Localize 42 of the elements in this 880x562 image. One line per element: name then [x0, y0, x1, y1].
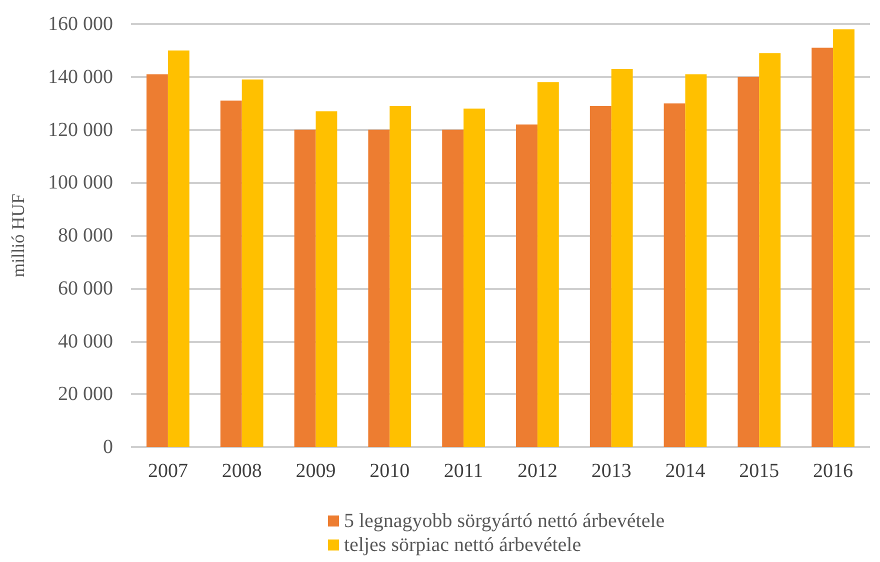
- y-tick-label: 80 000: [58, 224, 113, 246]
- y-tick-label: 0: [103, 436, 113, 458]
- bar: [664, 103, 686, 447]
- x-tick-label: 2010: [370, 460, 410, 482]
- bar: [464, 108, 485, 447]
- y-tick-label: 40 000: [58, 330, 113, 352]
- x-tick-label: 2009: [296, 460, 336, 482]
- y-tick-label: 100 000: [48, 172, 113, 194]
- bar: [368, 130, 390, 447]
- bar: [738, 76, 760, 447]
- bar: [833, 29, 854, 447]
- x-tick-label: 2013: [591, 460, 632, 482]
- x-tick-label: 2015: [739, 460, 780, 482]
- bar: [685, 74, 707, 447]
- bar: [537, 82, 559, 447]
- bar: [390, 106, 412, 447]
- y-tick-label: 20 000: [58, 383, 113, 406]
- x-tick-label: 2012: [517, 460, 558, 482]
- bar: [812, 48, 834, 447]
- x-tick-label: 2008: [222, 460, 262, 482]
- bar: [590, 106, 612, 447]
- y-tick-label: 60 000: [58, 277, 113, 300]
- x-tick-label: 2016: [813, 460, 854, 482]
- bar: [611, 68, 633, 447]
- legend-label: teljes sörpiac nettó árbevétele: [344, 534, 582, 556]
- bar: [316, 111, 338, 447]
- x-tick-label: 2014: [665, 460, 706, 482]
- bar: [442, 130, 464, 447]
- bar: [516, 124, 538, 447]
- x-tick-label: 2011: [444, 460, 484, 482]
- bar: [759, 53, 781, 447]
- bar: [242, 80, 264, 447]
- y-axis-title: millió HUF: [8, 194, 28, 278]
- bar: [146, 74, 168, 447]
- bar: [168, 50, 190, 447]
- y-tick-label: 120 000: [48, 118, 113, 141]
- bar: [220, 100, 242, 447]
- y-tick-label: 140 000: [48, 66, 113, 88]
- bar: [294, 130, 316, 447]
- legend-label: 5 legnagyobb sörgyártó nettó árbevétele: [344, 510, 665, 532]
- x-tick-label: 2007: [148, 460, 188, 482]
- y-tick-label: 160 000: [48, 13, 113, 35]
